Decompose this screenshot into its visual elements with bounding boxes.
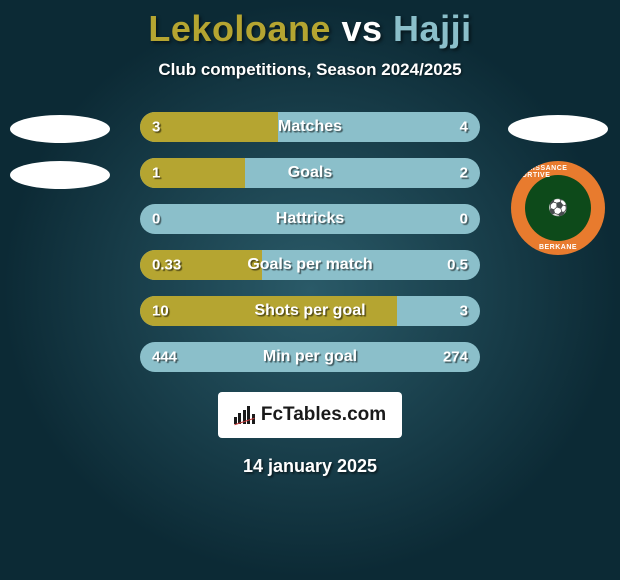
player-badge-placeholder <box>10 115 110 143</box>
stat-bar: 1 2 Goals <box>140 158 480 188</box>
stat-bar: 0.33 0.5 Goals per match <box>140 250 480 280</box>
club-badge: ⚽ RENAISSANCE SPORTIVE BERKANE <box>511 161 605 255</box>
bar-value-left: 0.33 <box>152 257 181 274</box>
stat-bar: 10 3 Shots per goal <box>140 296 480 326</box>
badge-text-bottom: BERKANE <box>539 244 577 251</box>
ball-icon: ⚽ <box>548 198 568 218</box>
badge-text-top: RENAISSANCE SPORTIVE <box>511 165 605 179</box>
bar-label: Min per goal <box>263 348 357 366</box>
bar-value-left: 3 <box>152 119 160 136</box>
bar-value-right: 0.5 <box>447 257 468 274</box>
comparison-bars: 3 4 Matches 1 2 Goals 0 0 Hattricks 0.33 0.5 Goals … <box>140 112 480 372</box>
bar-value-right: 274 <box>443 349 468 366</box>
title-vs: vs <box>341 8 382 49</box>
bar-label: Matches <box>278 118 342 136</box>
stat-bar: 3 4 Matches <box>140 112 480 142</box>
stat-bar: 444 274 Min per goal <box>140 342 480 372</box>
player-badge-placeholder <box>10 161 110 189</box>
stat-bar: 0 0 Hattricks <box>140 204 480 234</box>
infographic-container: Lekoloane vs Hajji Club competitions, Se… <box>0 0 620 580</box>
watermark: FcTables.com <box>218 392 402 438</box>
bar-label: Goals <box>288 164 332 182</box>
date-label: 14 january 2025 <box>243 456 377 477</box>
player-badge-placeholder <box>508 115 608 143</box>
page-title: Lekoloane vs Hajji <box>148 8 471 50</box>
page-subtitle: Club competitions, Season 2024/2025 <box>158 60 461 80</box>
bar-value-left: 1 <box>152 165 160 182</box>
bar-label: Shots per goal <box>254 302 365 320</box>
title-left: Lekoloane <box>148 8 331 49</box>
bar-value-right: 4 <box>460 119 468 136</box>
bar-value-right: 2 <box>460 165 468 182</box>
bar-value-right: 0 <box>460 211 468 228</box>
left-badge-column <box>10 115 110 189</box>
bar-value-right: 3 <box>460 303 468 320</box>
right-badge-column: ⚽ RENAISSANCE SPORTIVE BERKANE <box>508 115 608 255</box>
bar-label: Hattricks <box>276 210 344 228</box>
bar-value-left: 0 <box>152 211 160 228</box>
title-right: Hajji <box>393 8 472 49</box>
bar-value-left: 444 <box>152 349 177 366</box>
chart-icon <box>234 406 255 424</box>
bar-value-left: 10 <box>152 303 169 320</box>
bar-label: Goals per match <box>247 256 372 274</box>
bar-fill <box>140 112 278 142</box>
watermark-text: FcTables.com <box>261 404 386 426</box>
